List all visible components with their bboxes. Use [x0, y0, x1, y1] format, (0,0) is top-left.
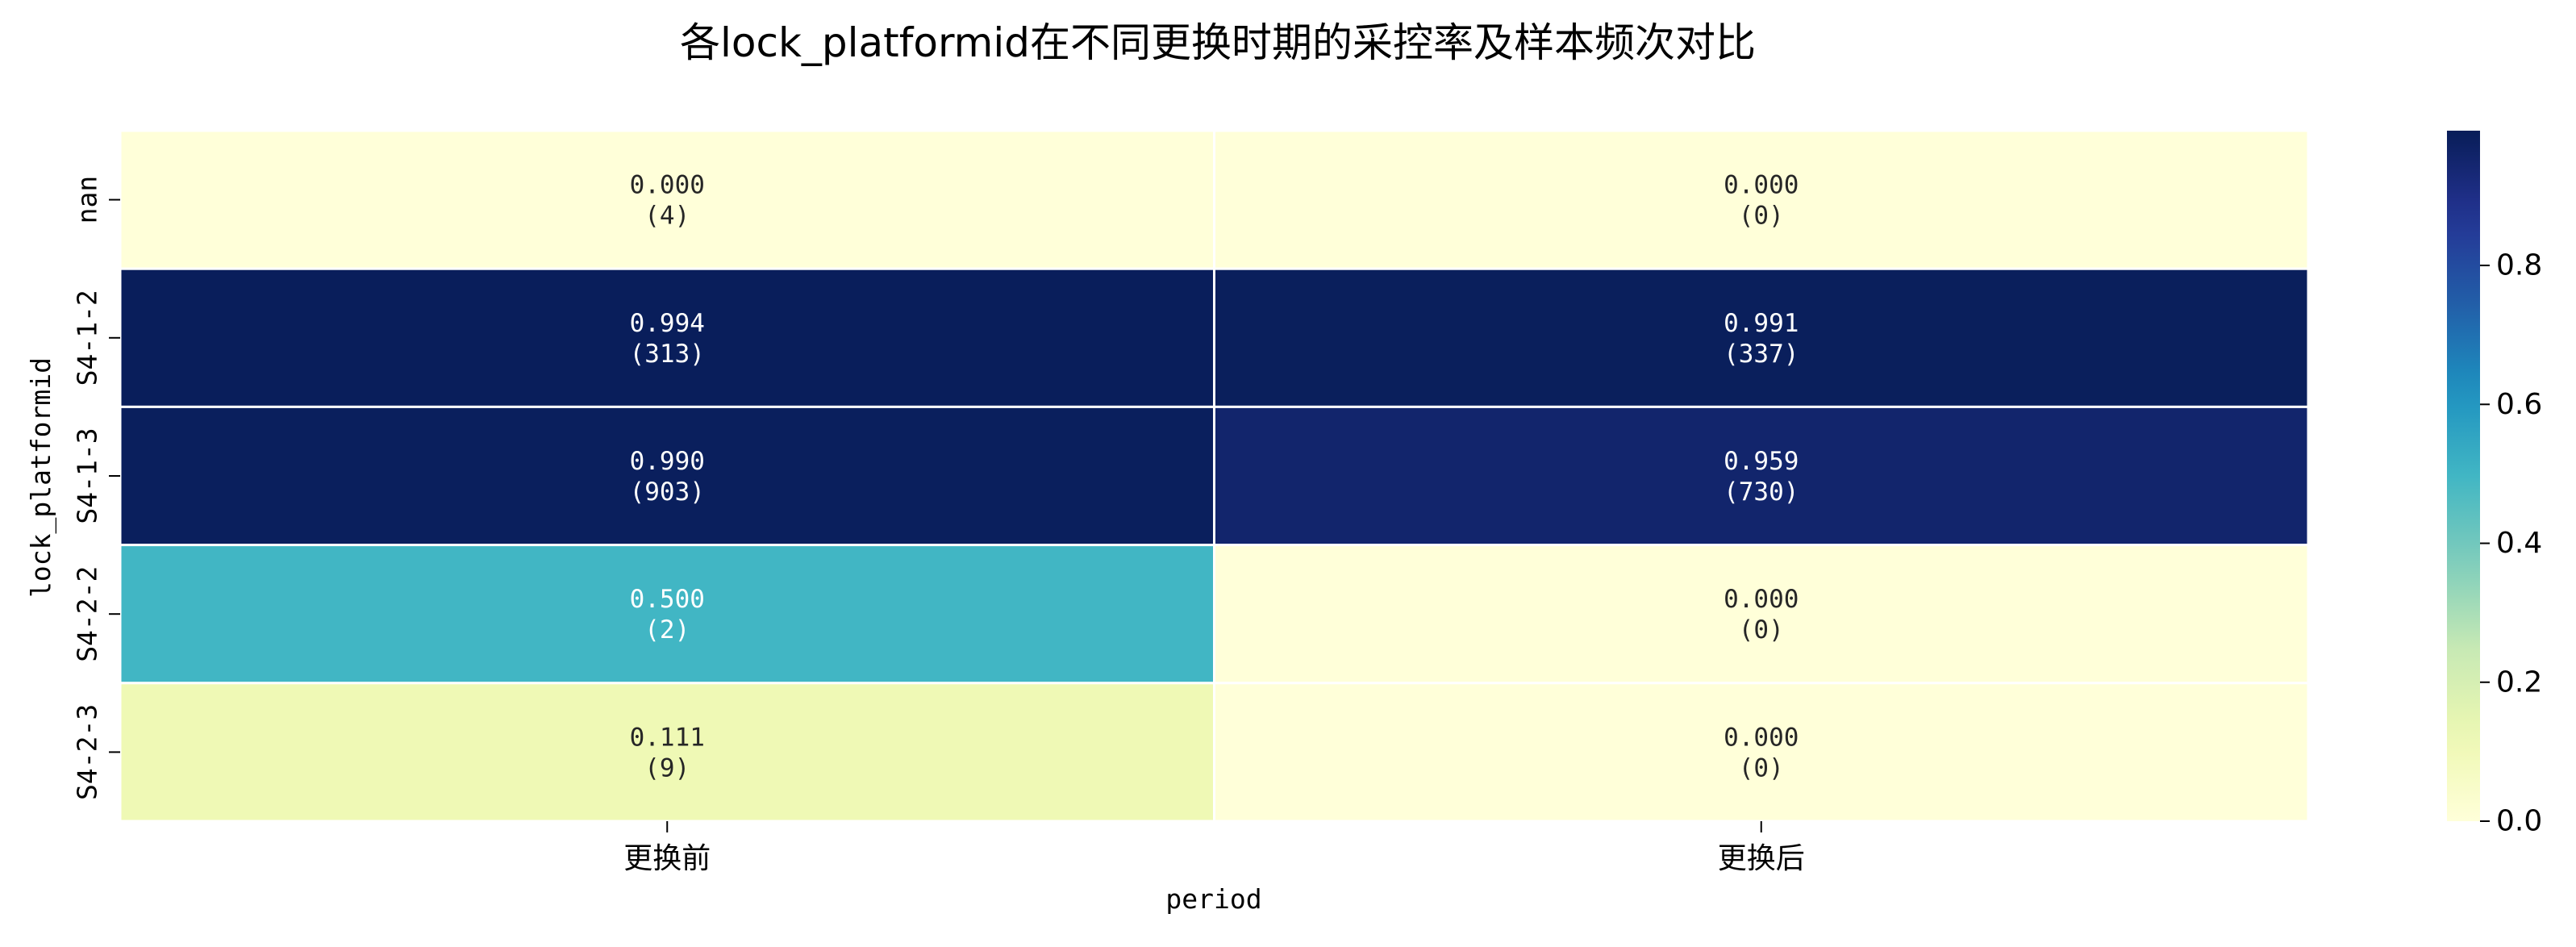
colorbar	[2447, 131, 2480, 821]
cell-count-label: (2)	[644, 615, 690, 645]
x-tick-label: 更换前	[623, 842, 711, 875]
heatmap-cell	[1213, 682, 2310, 823]
y-axis-label: lock_platformid	[25, 357, 57, 598]
y-tick-label: nan	[72, 176, 103, 224]
heatmap-cell	[119, 544, 1215, 685]
y-tick-label: S4-1-3	[72, 428, 103, 524]
colorbar-tick-label: 0.6	[2496, 388, 2542, 421]
cell-value-label: 0.990	[630, 447, 705, 476]
y-tick-label: S4-2-3	[72, 704, 103, 800]
heatmap-cell	[119, 129, 1215, 270]
cell-value-label: 0.991	[1724, 309, 1799, 338]
colorbar-tick-label: 0.0	[2496, 805, 2542, 838]
cell-value-label: 0.111	[630, 723, 705, 752]
colorbar-tick-label: 0.2	[2496, 665, 2542, 699]
cell-value-label: 0.994	[630, 309, 705, 338]
heatmap-cell	[119, 267, 1215, 408]
cell-count-label: (313)	[630, 340, 705, 369]
cell-value-label: 0.000	[1724, 585, 1799, 614]
heatmap-cell	[119, 405, 1215, 547]
cell-count-label: (337)	[1724, 340, 1799, 369]
x-axis-label: period	[1165, 883, 1261, 915]
heatmap-cell	[1213, 129, 2310, 270]
cell-count-label: (730)	[1724, 478, 1799, 507]
y-tick-label: S4-1-2	[72, 290, 103, 386]
cell-count-label: (4)	[644, 202, 690, 231]
cell-value-label: 0.500	[630, 585, 705, 614]
cells-layer	[119, 129, 2310, 823]
cell-labels-layer: 0.000(4)0.000(0)0.994(313)0.991(337)0.99…	[630, 171, 1799, 783]
heatmap-cell	[1213, 544, 2310, 685]
heatmap-cell	[1213, 405, 2310, 547]
y-tick-label: S4-2-2	[72, 566, 103, 662]
cell-value-label: 0.000	[1724, 171, 1799, 200]
cell-value-label: 0.959	[1724, 447, 1799, 476]
chart-title: 各lock_platformid在不同更换时期的采控率及样本频次对比	[680, 19, 1756, 66]
cell-value-label: 0.000	[630, 171, 705, 200]
cell-count-label: (903)	[630, 478, 705, 507]
cell-count-label: (0)	[1739, 202, 1784, 231]
colorbar-tick-label: 0.8	[2496, 249, 2542, 282]
x-tick-label: 更换后	[1718, 842, 1805, 875]
cell-count-label: (9)	[644, 753, 690, 782]
colorbar-layer: 0.0 0.2 0.4 0.6 0.8	[2447, 131, 2542, 838]
cell-count-label: (0)	[1739, 753, 1784, 782]
axes-layer: 更换前 更换后 nan S4-1-2 S4-1-3 S4-2-2 S4-2-3	[72, 176, 1805, 875]
colorbar-tick-label: 0.4	[2496, 527, 2542, 560]
cell-count-label: (0)	[1739, 615, 1784, 645]
cell-value-label: 0.000	[1724, 723, 1799, 752]
heatmap-cell	[1213, 267, 2310, 408]
